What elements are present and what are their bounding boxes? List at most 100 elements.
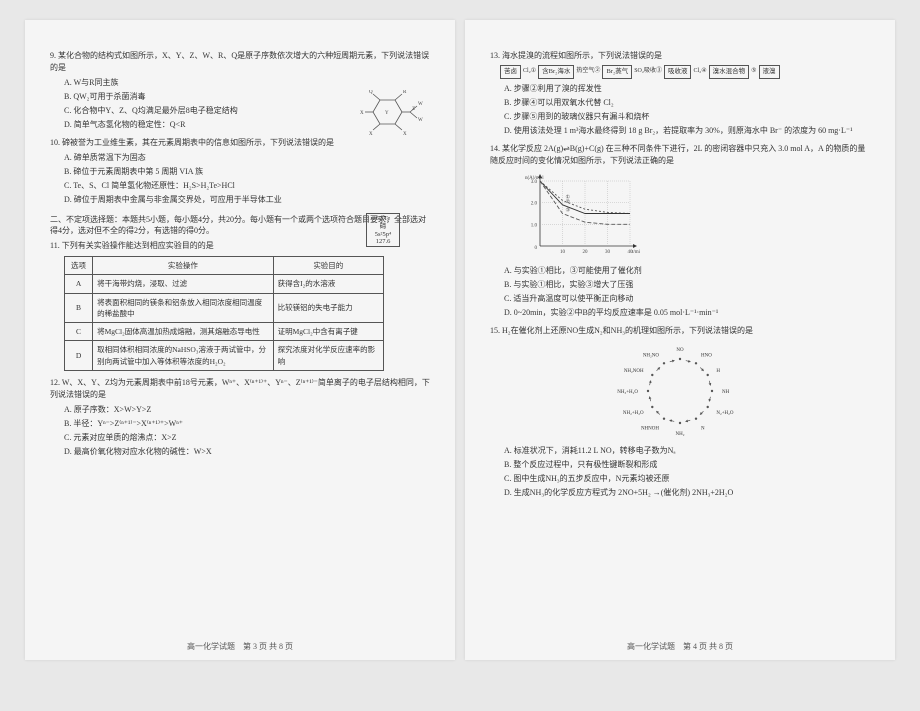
flow-node: 吸收液 [664,65,692,79]
q13-stem: 13. 海水提溴的流程如图所示，下列说法错误的是 [490,50,870,62]
q12-opt-b: B. 半径：Yⁿ⁻>Z⁽ⁿ⁺¹⁾⁻>X⁽ⁿ⁺¹⁾⁺>Wⁿ⁺ [64,418,430,430]
svg-text:N₂+H₂O: N₂+H₂O [716,411,734,416]
svg-text:0: 0 [535,246,538,251]
te-mass: 127.6 [368,238,398,246]
svg-text:③: ③ [566,207,571,213]
flow-node: 溴水混合物 [709,65,750,79]
question-12: 12. W、X、Y、Z均为元素周期表中前18号元素，Wⁿ⁺、X⁽ⁿ⁺¹⁾⁺、Yⁿ… [50,377,430,458]
cell-opt: C [65,323,93,341]
q9-opt-a: A. W与R同主族 [64,77,430,89]
q15-opt-b: B. 整个反应过程中，只有极性键断裂和形成 [504,459,870,471]
svg-text:NH₃+H₂O: NH₃+H₂O [617,390,638,395]
svg-text:2.0: 2.0 [531,201,538,206]
table-row: C 将MgCl₂固体高温加热成熔融，测其熔融态导电性 证明MgCl₂中含有离子键 [65,323,384,341]
q13-opt-b: B. 步骤④可以用双氧水代替 Cl₂ [504,97,870,109]
flow-arrow: Cl₂④ [693,67,706,76]
svg-text:H: H [716,369,720,374]
question-10: 10. 碲被誉为工业维生素，其在元素周期表中的信息如图所示，下列说法错误的是 A… [50,137,430,206]
cell-opt: D [65,341,93,371]
svg-text:NO: NO [676,348,684,353]
q13-opt-a: A. 步骤②利用了溴的挥发性 [504,83,870,95]
cell-op: 将表面积相同的镁条和铝条放入相同浓度相同温度的稀盐酸中 [93,293,274,323]
q10-opt-b: B. 碲位于元素周期表中第 5 周期 VIA 族 [64,166,430,178]
element-tile-te: 52 Te 碲 5s²5p⁴ 127.6 [366,213,400,247]
flow-arrow: Cl₂① [523,67,536,76]
q14-opt-d: D. 0~20min，实验②中B的平均反应速率是 0.05 mol·L⁻¹·mi… [504,307,870,319]
question-14: 14. 某化学反应 2A(g)⇌B(g)+C(g) 在三种不同条件下进行，2L … [490,143,870,319]
col-op-header: 实验操作 [93,257,274,275]
q13-opt-c: C. 步骤⑤用到的玻璃仪器只有漏斗和烧杯 [504,111,870,123]
svg-text:20: 20 [583,250,589,255]
q12-opt-d: D. 最高价氧化物对应水化物的碱性：W>X [64,446,430,458]
q11-table: 选项 实验操作 实验目的 A 将干海带灼烧，浸取、过滤 获得含I₂的水溶液 B … [64,256,384,371]
svg-text:NH₂NO: NH₂NO [643,353,660,358]
flow-node: 液溴 [759,65,780,79]
flow-arrow: SO₂吸收③ [634,67,662,76]
flow-arrow: 热空气② [576,67,600,76]
table-header-row: 选项 实验操作 实验目的 [65,257,384,275]
q12-opt-a: A. 原子序数：X>W>Y>Z [64,404,430,416]
q14-options: A. 与实验①相比，③可能使用了催化剂 B. 与实验①相比，实验③增大了压强 C… [490,265,870,319]
q15-options: A. 标准状况下，消耗11.2 L NO，转移电子数为Nₐ B. 整个反应过程中… [490,445,870,499]
cell-op: 将干海带灼烧，浸取、过滤 [93,275,274,293]
q10-options: A. 碲单质常温下为固态 B. 碲位于元素周期表中第 5 周期 VIA 族 C.… [50,152,430,206]
cell-goal: 获得含I₂的水溶液 [273,275,383,293]
flow-node: 苦卤 [500,65,521,79]
svg-text:n(A)/mol: n(A)/mol [525,176,544,181]
q14-opt-b: B. 与实验①相比，实验③增大了压强 [504,279,870,291]
svg-text:HNO: HNO [701,353,712,358]
te-name: 碲 [368,223,398,231]
svg-text:10: 10 [560,250,566,255]
page-footer-4: 高一化学试题 第 4 页 共 8 页 [465,641,895,652]
q15-opt-d: D. 生成NH₃的化学反应方程式为 2NO+5H₂ →(催化剂) 2NH₃+2H… [504,487,870,499]
q12-options: A. 原子序数：X>W>Y>Z B. 半径：Yⁿ⁻>Z⁽ⁿ⁺¹⁾⁻>X⁽ⁿ⁺¹⁾… [50,404,430,458]
q15-opt-a: A. 标准状况下，消耗11.2 L NO，转移电子数为Nₐ [504,445,870,457]
svg-text:X: X [360,111,364,116]
cell-opt: B [65,293,93,323]
q14-stem: 14. 某化学反应 2A(g)⇌B(g)+C(g) 在三种不同条件下进行，2L … [490,143,870,167]
page-3: 9. 某化合物的结构式如图所示，X、Y、Z、W、R、Q是原子序数依次增大的六种短… [25,20,455,660]
page-4: 13. 海水提溴的流程如图所示，下列说法错误的是 苦卤 Cl₂① 含Br₂海水 … [465,20,895,660]
te-cfg: 5s²5p⁴ [368,231,398,239]
page-footer-3: 高一化学试题 第 3 页 共 8 页 [25,641,455,652]
q15-stem: 15. H₂在催化剂上还原NO生成N₂和NH₃的机理如图所示，下列说法错误的是 [490,325,870,337]
flow-node: Br₂蒸气 [602,65,632,79]
svg-text:②: ② [566,199,571,205]
cell-op: 将MgCl₂固体高温加热成熔融，测其熔融态导电性 [93,323,274,341]
table-row: B 将表面积相同的镁条和铝条放入相同浓度相同温度的稀盐酸中 比较镁铝的失电子能力 [65,293,384,323]
cell-goal: 探究浓度对化学反应速率的影响 [273,341,383,371]
svg-text:Z: Z [412,107,415,112]
q10-opt-d: D. 碲位于周期表中金属与非金属交界处，可应用于半导体工业 [64,194,430,206]
svg-text:W: W [418,118,423,123]
q13-flowchart: 苦卤 Cl₂① 含Br₂海水 热空气② Br₂蒸气 SO₂吸收③ 吸收液 Cl₂… [500,65,870,79]
question-15: 15. H₂在催化剂上还原NO生成N₂和NH₃的机理如图所示，下列说法错误的是 … [490,325,870,499]
q13-options: A. 步骤②利用了溴的挥发性 B. 步骤④可以用双氧水代替 Cl₂ C. 步骤⑤… [490,83,870,137]
table-row: D 取相同体积相同浓度的NaHSO₃溶液于两试管中，分别向两试管中加入等体积等浓… [65,341,384,371]
q14-opt-c: C. 适当升高温度可以使平衡正向移动 [504,293,870,305]
molecule-diagram: QR ZWW XXX Y [355,90,425,140]
flow-arrow: ⑤ [751,67,756,76]
q10-opt-c: C. Te、S、Cl 简单氢化物还原性：H₂S>H₂Te>HCl [64,180,430,192]
col-goal-header: 实验目的 [273,257,383,275]
svg-text:NH: NH [722,390,730,395]
question-11: 11. 下列有关实验操作能达到相应实验目的的是 选项 实验操作 实验目的 A 将… [50,240,430,371]
te-sym: Te [384,215,390,222]
cell-goal: 证明MgCl₂中含有离子键 [273,323,383,341]
flow-node: 含Br₂海水 [538,65,574,79]
q15-cycle-diagram: NOHNOHNHN₂+H₂ONNH₂NHNOHNH₂+H₂ONH₃+H₂ONH₂… [610,341,750,441]
svg-text:NHNOH: NHNOH [641,426,659,431]
q14-opt-a: A. 与实验①相比，③可能使用了催化剂 [504,265,870,277]
svg-text:t/min: t/min [632,250,640,255]
te-num: 52 [376,215,383,222]
q10-opt-a: A. 碲单质常温下为固态 [64,152,430,164]
svg-text:NH₂: NH₂ [676,432,685,437]
svg-text:30: 30 [605,250,611,255]
q12-opt-c: C. 元素对应单质的熔沸点：X>Z [64,432,430,444]
q14-chart: 1.02.03.010203040n(A)/molt/min0①②③ [520,171,640,261]
col-opt-header: 选项 [65,257,93,275]
svg-text:X: X [369,132,373,137]
question-13: 13. 海水提溴的流程如图所示，下列说法错误的是 苦卤 Cl₂① 含Br₂海水 … [490,50,870,137]
svg-text:1.0: 1.0 [531,223,538,228]
svg-text:X: X [403,132,407,137]
q13-opt-d: D. 使用该法处理 1 m³海水最终得到 18 g Br₂，若提取率为 30%，… [504,125,870,137]
